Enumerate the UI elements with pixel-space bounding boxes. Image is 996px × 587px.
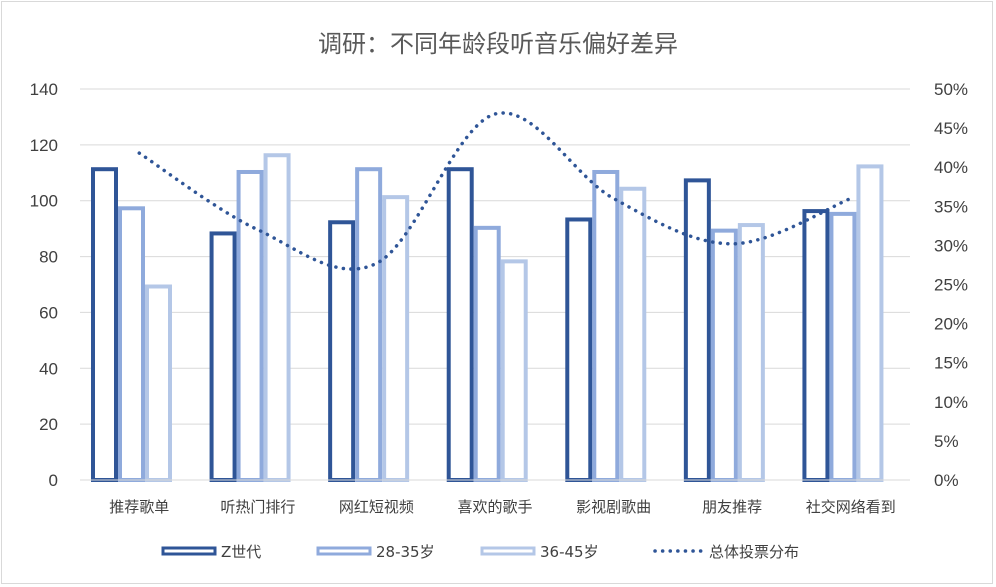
left-tick-label: 20 bbox=[39, 415, 58, 434]
bar bbox=[500, 259, 528, 482]
left-tick-label: 40 bbox=[39, 359, 58, 378]
right-tick-label: 5% bbox=[934, 432, 959, 451]
bar bbox=[856, 164, 884, 483]
right-tick-label: 10% bbox=[934, 393, 968, 412]
legend-swatch bbox=[161, 546, 217, 556]
line-series-path bbox=[137, 111, 853, 271]
legend-label: 36-45岁 bbox=[540, 543, 599, 561]
category-label: 喜欢的歌手 bbox=[457, 498, 532, 516]
legend: Z世代 28-35岁 36-45岁 总体投票分布 bbox=[161, 543, 799, 561]
left-tick-label: 140 bbox=[30, 80, 58, 99]
bar bbox=[446, 167, 474, 482]
bar bbox=[355, 167, 383, 482]
bar bbox=[328, 220, 356, 482]
right-tick-label: 0% bbox=[934, 471, 959, 490]
category-label: 朋友推荐 bbox=[702, 498, 762, 516]
legend-swatch bbox=[480, 546, 536, 556]
bar bbox=[91, 167, 118, 482]
right-axis-ticks: 0% 5% 10% 15% 20% 25% 30% 35% 40% 45% 50% bbox=[934, 80, 968, 490]
bar bbox=[592, 169, 620, 482]
bar bbox=[802, 209, 830, 482]
right-tick-label: 30% bbox=[934, 236, 968, 255]
legend-label: 总体投票分布 bbox=[709, 543, 799, 561]
bar bbox=[118, 206, 145, 483]
right-tick-label: 40% bbox=[934, 158, 968, 177]
bar bbox=[737, 223, 765, 482]
bar bbox=[683, 178, 711, 482]
right-tick-label: 45% bbox=[934, 119, 968, 138]
bar bbox=[382, 195, 410, 482]
legend-label: Z世代 bbox=[221, 543, 261, 561]
right-tick-label: 35% bbox=[934, 197, 968, 216]
category-label: 影视剧歌曲 bbox=[576, 498, 651, 516]
left-tick-label: 100 bbox=[30, 192, 58, 211]
right-tick-label: 15% bbox=[934, 354, 968, 373]
category-label: 社交网络看到 bbox=[806, 498, 896, 516]
category-label: 网红短视频 bbox=[339, 498, 414, 516]
left-tick-label: 60 bbox=[39, 303, 58, 322]
bar bbox=[236, 169, 264, 482]
line-series bbox=[137, 111, 853, 271]
left-axis-ticks: 0 20 40 60 80 100 120 140 bbox=[30, 80, 58, 490]
category-label: 听热门排行 bbox=[220, 498, 295, 516]
legend-label: 28-35岁 bbox=[376, 543, 435, 561]
left-tick-label: 120 bbox=[30, 136, 58, 155]
legend-swatch bbox=[316, 546, 372, 556]
category-label: 推荐歌单 bbox=[109, 498, 169, 516]
right-tick-label: 20% bbox=[934, 315, 968, 334]
bar bbox=[829, 211, 857, 482]
bar bbox=[209, 231, 237, 482]
chart-title: 调研：不同年龄段听音乐偏好差异 bbox=[318, 30, 678, 58]
left-tick-label: 80 bbox=[39, 248, 58, 267]
bar bbox=[619, 186, 647, 482]
right-tick-label: 50% bbox=[934, 80, 968, 99]
bars bbox=[91, 153, 884, 483]
bar bbox=[473, 225, 501, 482]
bar bbox=[263, 153, 291, 482]
bar bbox=[145, 284, 172, 482]
left-tick-label: 0 bbox=[49, 471, 58, 490]
bar bbox=[565, 217, 593, 482]
right-tick-label: 25% bbox=[934, 276, 968, 295]
category-labels: 推荐歌单 听热门排行 网红短视频 喜欢的歌手 影视剧歌曲 朋友推荐 社交网络看到 bbox=[109, 498, 895, 516]
bar bbox=[710, 228, 738, 482]
